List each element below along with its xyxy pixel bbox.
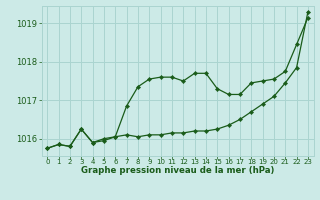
X-axis label: Graphe pression niveau de la mer (hPa): Graphe pression niveau de la mer (hPa) — [81, 166, 274, 175]
